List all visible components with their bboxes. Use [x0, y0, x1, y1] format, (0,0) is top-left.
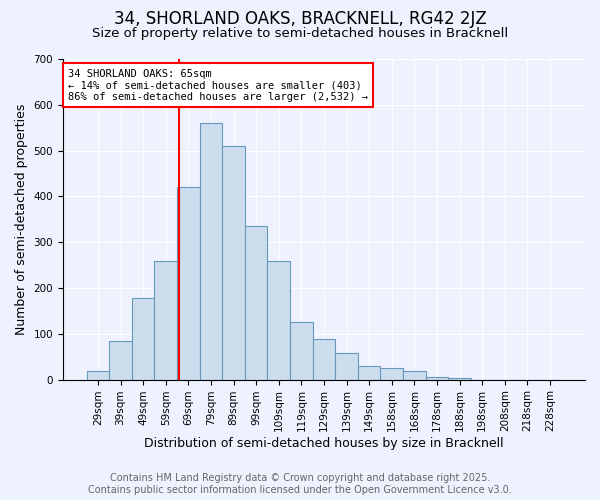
Bar — [448, 378, 471, 380]
Bar — [335, 353, 358, 380]
Bar — [177, 187, 200, 380]
Bar — [268, 262, 290, 380]
Bar — [222, 146, 245, 380]
Bar — [380, 368, 403, 380]
Bar — [403, 372, 425, 380]
Bar — [154, 262, 177, 380]
Text: 34 SHORLAND OAKS: 65sqm
← 14% of semi-detached houses are smaller (403)
86% of s: 34 SHORLAND OAKS: 65sqm ← 14% of semi-de… — [68, 68, 368, 102]
Bar — [132, 298, 154, 380]
Bar — [290, 322, 313, 380]
Text: Size of property relative to semi-detached houses in Bracknell: Size of property relative to semi-detach… — [92, 28, 508, 40]
Bar — [358, 366, 380, 380]
Bar — [109, 340, 132, 380]
X-axis label: Distribution of semi-detached houses by size in Bracknell: Distribution of semi-detached houses by … — [144, 437, 504, 450]
Bar — [245, 226, 268, 380]
Text: 34, SHORLAND OAKS, BRACKNELL, RG42 2JZ: 34, SHORLAND OAKS, BRACKNELL, RG42 2JZ — [113, 10, 487, 28]
Bar — [313, 340, 335, 380]
Text: Contains HM Land Registry data © Crown copyright and database right 2025.
Contai: Contains HM Land Registry data © Crown c… — [88, 474, 512, 495]
Bar — [425, 378, 448, 380]
Y-axis label: Number of semi-detached properties: Number of semi-detached properties — [15, 104, 28, 335]
Bar — [200, 123, 222, 380]
Bar — [86, 372, 109, 380]
